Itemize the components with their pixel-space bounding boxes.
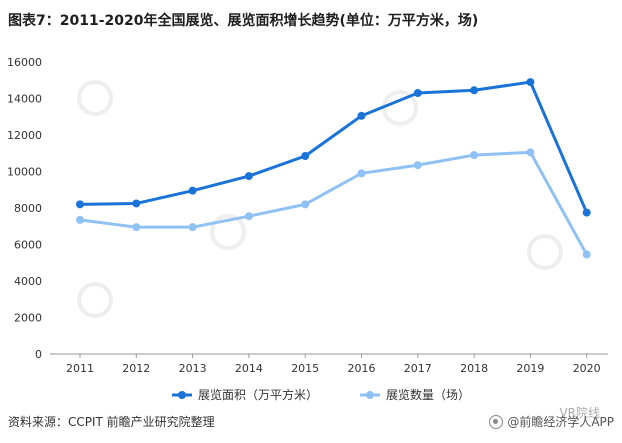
y-tick-label: 12000 bbox=[7, 129, 42, 142]
y-tick-label: 2000 bbox=[14, 312, 42, 325]
data-point bbox=[301, 151, 310, 160]
data-point bbox=[357, 111, 366, 120]
data-point bbox=[413, 161, 422, 170]
data-point bbox=[188, 223, 197, 232]
credit-text: @前瞻经济学人APP bbox=[507, 415, 614, 429]
x-tick-label: 2020 bbox=[573, 362, 601, 375]
legend-swatch-marker bbox=[366, 391, 374, 399]
chart-axes: 0 2000 4000 6000 8000 10000 12000 14000 16000 201… bbox=[7, 56, 608, 375]
data-point bbox=[357, 169, 366, 178]
data-point bbox=[301, 200, 310, 209]
watermark-logo-4 bbox=[527, 234, 563, 270]
data-point bbox=[132, 223, 141, 232]
y-tick-label: 8000 bbox=[14, 202, 42, 215]
x-tick-label: 2013 bbox=[179, 362, 207, 375]
watermark-logo-3 bbox=[77, 282, 113, 318]
data-point bbox=[188, 186, 197, 195]
watermark-logo-2 bbox=[210, 214, 246, 250]
series-1 bbox=[76, 78, 591, 217]
y-tick-label: 6000 bbox=[14, 239, 42, 252]
x-tick-label: 2014 bbox=[235, 362, 263, 375]
series-2 bbox=[76, 148, 591, 259]
x-tick-label: 2011 bbox=[66, 362, 94, 375]
data-point bbox=[470, 151, 479, 160]
watermark-logo-1 bbox=[77, 80, 113, 116]
x-tick-label: 2012 bbox=[122, 362, 150, 375]
wechat-icon bbox=[489, 414, 504, 429]
y-tick-label: 16000 bbox=[7, 56, 42, 69]
data-point bbox=[526, 78, 535, 87]
x-tick-label: 2018 bbox=[460, 362, 488, 375]
legend-label: 展览面积（万平方米） bbox=[198, 387, 318, 402]
credit: @前瞻经济学人APP bbox=[489, 413, 614, 430]
series-line bbox=[78, 80, 589, 215]
overlay-watermark: VR院线 bbox=[559, 406, 600, 420]
chart-series bbox=[76, 78, 591, 259]
y-tick-label: 14000 bbox=[7, 93, 42, 106]
data-point bbox=[582, 208, 591, 217]
y-tick-label: 4000 bbox=[14, 275, 42, 288]
x-tick-label: 2017 bbox=[404, 362, 432, 375]
data-point bbox=[244, 172, 253, 181]
watermark-layer bbox=[77, 80, 563, 318]
data-point bbox=[76, 215, 84, 224]
data-point bbox=[470, 86, 479, 95]
x-tick-label: 2015 bbox=[291, 362, 319, 375]
legend-label: 展览数量（场） bbox=[386, 387, 470, 402]
data-point bbox=[244, 212, 253, 221]
series-line bbox=[78, 150, 589, 257]
data-point bbox=[413, 89, 422, 98]
y-tick-label: 0 bbox=[35, 348, 42, 361]
data-point bbox=[582, 250, 591, 259]
legend-swatch-marker bbox=[178, 391, 186, 399]
chart-legend: 展览面积（万平方米） 展览数量（场） bbox=[172, 387, 470, 402]
x-tick-label: 2019 bbox=[516, 362, 544, 375]
chart-title: 图表7：2011-2020年全国展览、展览面积增长趋势(单位：万平方米，场) bbox=[8, 13, 479, 29]
x-tick-label: 2016 bbox=[348, 362, 376, 375]
data-point bbox=[526, 148, 535, 157]
y-tick-label: 10000 bbox=[7, 166, 42, 179]
data-point bbox=[76, 200, 84, 209]
source-note: 资料来源：CCPIT 前瞻产业研究院整理 bbox=[8, 415, 215, 429]
data-point bbox=[132, 199, 141, 208]
